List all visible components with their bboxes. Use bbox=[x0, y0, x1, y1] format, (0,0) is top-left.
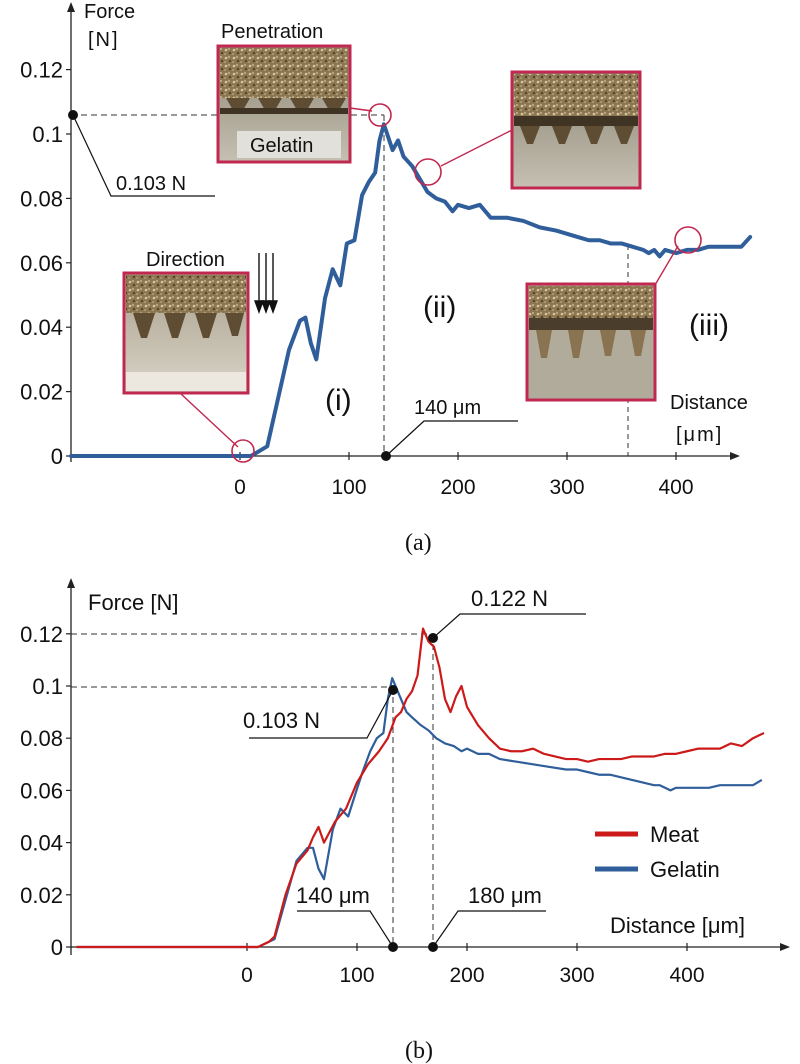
panel-b-gelatin-peak-leader bbox=[249, 689, 394, 739]
legend-gelatin-label: Gelatin bbox=[650, 857, 720, 882]
panel-b-gelatin-peak-force-label: 0.103 N bbox=[243, 708, 320, 733]
panel-a-y-ticks: 0 0.02 0.04 0.06 0.08 0.1 0.12 bbox=[20, 58, 71, 469]
x-tick-label: 200 bbox=[449, 964, 484, 987]
panel-b-x-ticks: 0 100 200 300 400 bbox=[241, 943, 705, 987]
y-tick-label: 0.02 bbox=[20, 883, 63, 908]
panel-a-caption: (a) bbox=[405, 530, 432, 556]
panel-a-peak-force-label: 0.103 N bbox=[116, 173, 186, 195]
panel-b-meat-peak-leader bbox=[432, 613, 586, 639]
panel-b-meat-line bbox=[76, 627, 765, 949]
panel-b-meat-distance-label: 180 μm bbox=[468, 883, 542, 908]
y-tick-label: 0.12 bbox=[20, 58, 63, 83]
panel-a-peak-force-leader bbox=[72, 114, 215, 197]
panel-a-x-label: Distance bbox=[670, 392, 748, 414]
y-tick-label: 0.04 bbox=[20, 831, 63, 856]
panel-a-photo-stage-3 bbox=[525, 226, 702, 402]
panel-b-y-ticks: 0 0.02 0.04 0.06 0.08 0.1 0.12 bbox=[20, 622, 71, 960]
x-tick-label: 300 bbox=[559, 964, 594, 987]
panel-a-x-axis-arrow bbox=[730, 452, 740, 460]
x-tick-label: 0 bbox=[234, 476, 246, 499]
y-tick-label: 0.06 bbox=[20, 778, 63, 803]
panel-b-x-label: Distance [μm] bbox=[610, 913, 745, 938]
panel-b-gelatin-distance-leader bbox=[297, 910, 394, 948]
y-tick-label: 0.02 bbox=[20, 380, 63, 405]
panel-a-y-unit: [N] bbox=[88, 29, 120, 51]
panel-a-penetration-label: Penetration bbox=[221, 21, 323, 43]
y-tick-label: 0.12 bbox=[20, 622, 63, 647]
panel-a-stage-1-label: (i) bbox=[325, 384, 352, 417]
panel-a-photo-penetration bbox=[216, 44, 392, 164]
panel-a-direction-label: Direction bbox=[146, 249, 225, 271]
panel-b-x-axis-arrow bbox=[780, 943, 790, 951]
panel-a-chart: 0 0.02 0.04 0.06 0.08 0.1 0.12 0 100 200 300 400 F… bbox=[20, 1, 753, 556]
y-tick-label: 0.04 bbox=[20, 315, 63, 340]
x-tick-label: 0 bbox=[241, 964, 253, 987]
panel-a-x-ticks: 0 100 200 300 400 bbox=[234, 452, 694, 499]
x-tick-label: 100 bbox=[331, 476, 366, 499]
legend-meat-label: Meat bbox=[650, 822, 699, 847]
y-tick-label: 0.1 bbox=[32, 674, 63, 699]
direction-arrow-icon bbox=[254, 253, 278, 315]
panel-a-peak-distance-leader bbox=[385, 420, 518, 457]
panel-b-y-label: Force [N] bbox=[88, 590, 178, 615]
panel-a-peak-distance-label: 140 μm bbox=[414, 397, 481, 419]
y-tick-label: 0 bbox=[51, 935, 63, 960]
panel-a-photo-before-contact bbox=[122, 271, 255, 463]
y-tick-label: 0.1 bbox=[32, 122, 63, 147]
panel-a-y-axis-arrow bbox=[67, 2, 75, 12]
y-tick-label: 0.08 bbox=[20, 186, 63, 211]
panel-b-legend: Meat Gelatin bbox=[595, 822, 720, 882]
x-tick-label: 400 bbox=[658, 476, 693, 499]
panel-a-photo-stage-2 bbox=[414, 70, 642, 190]
panel-b-caption: (b) bbox=[405, 1038, 433, 1064]
panel-b-gelatin-line bbox=[76, 677, 763, 949]
y-tick-label: 0.08 bbox=[20, 726, 63, 751]
panel-a-gelatin-line bbox=[69, 122, 753, 458]
panel-b-meat-distance-leader bbox=[432, 910, 546, 948]
panel-b-meat-peak-force-label: 0.122 N bbox=[471, 586, 548, 611]
x-tick-label: 200 bbox=[440, 476, 475, 499]
panel-a-y-label: Force bbox=[84, 1, 135, 23]
panel-b-chart: 0 0.02 0.04 0.06 0.08 0.1 0.12 0 100 200 300 400 F… bbox=[20, 578, 790, 1064]
x-tick-label: 100 bbox=[339, 964, 374, 987]
x-tick-label: 400 bbox=[669, 964, 704, 987]
panel-a-stage-3-label: (iii) bbox=[689, 309, 729, 342]
panel-a-gelatin-photo-label: Gelatin bbox=[250, 135, 313, 157]
y-tick-label: 0.06 bbox=[20, 251, 63, 276]
y-tick-label: 0 bbox=[51, 444, 63, 469]
panel-b-gelatin-distance-label: 140 μm bbox=[296, 883, 370, 908]
x-tick-label: 300 bbox=[549, 476, 584, 499]
panel-a-stage-2-label: (ii) bbox=[423, 291, 456, 324]
panel-a-x-unit: [μm] bbox=[676, 424, 723, 446]
panel-b-y-axis-arrow bbox=[67, 578, 75, 588]
